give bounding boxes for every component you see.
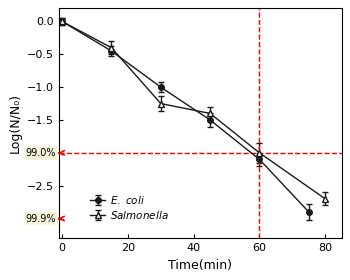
- X-axis label: Time(min): Time(min): [168, 259, 232, 272]
- Y-axis label: Log(N/N₀): Log(N/N₀): [8, 93, 21, 153]
- Text: 99.9%: 99.9%: [26, 214, 64, 223]
- Legend: $\it{E.\ coli}$, $\it{Salmonella}$: $\it{E.\ coli}$, $\it{Salmonella}$: [87, 190, 172, 224]
- Text: 99.0%: 99.0%: [26, 148, 64, 158]
